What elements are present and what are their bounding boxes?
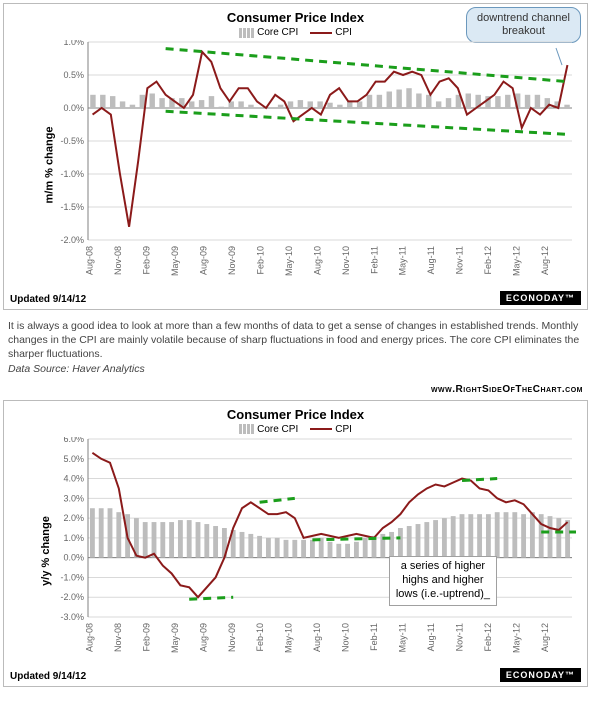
svg-text:Nov-11: Nov-11	[455, 246, 465, 274]
svg-text:Nov-10: Nov-10	[341, 246, 351, 275]
legend-core-cpi-2: Core CPI	[239, 424, 298, 435]
svg-text:0.5%: 0.5%	[63, 70, 84, 80]
caption-text: It is always a good idea to look at more…	[8, 320, 579, 360]
svg-text:Nov-08: Nov-08	[113, 246, 123, 275]
chart-1-legend: Core CPI CPI	[6, 27, 585, 38]
chart-2-footer: Updated 9/14/12 ECONODAY™	[6, 666, 585, 684]
svg-text:-1.0%: -1.0%	[60, 572, 84, 582]
caption-block: It is always a good idea to look at more…	[0, 313, 591, 382]
svg-text:May-09: May-09	[170, 246, 180, 276]
caption-source: Data Source: Haver Analytics	[8, 363, 145, 375]
svg-text:Nov-10: Nov-10	[341, 623, 351, 652]
chart-1-area: Core CPI CPI m/m % change -2.0% -1.5% -1.0…	[6, 27, 585, 289]
legend-line-icon-2	[310, 428, 332, 430]
svg-text:Aug-11: Aug-11	[426, 623, 436, 651]
callout-line-1: downtrend channel	[477, 12, 570, 24]
chart-2-container: Consumer Price Index Core CPI CPI y/y % …	[3, 400, 588, 687]
chart-1-plot: m/m % change -2.0%-1.5%-1.0%-0.5%0.0%0.5…	[56, 40, 577, 289]
svg-text:Nov-11: Nov-11	[455, 623, 465, 651]
svg-text:Feb-09: Feb-09	[142, 246, 152, 275]
chart-1-y-label: m/m % change	[44, 126, 56, 203]
svg-text:0.0%: 0.0%	[63, 552, 84, 562]
svg-text:-0.5%: -0.5%	[60, 136, 84, 146]
svg-text:May-12: May-12	[512, 246, 522, 276]
legend-bar-icon	[239, 28, 254, 38]
chart-2-updated: Updated 9/14/12	[10, 671, 86, 682]
callout2-line-2: highs and higher	[402, 574, 483, 586]
chart-1-updated: Updated 9/14/12	[10, 294, 86, 305]
chart-2-title: Consumer Price Index	[6, 403, 585, 424]
chart-2-legend: Core CPI CPI	[6, 424, 585, 435]
svg-text:Feb-12: Feb-12	[483, 623, 493, 652]
svg-text:Aug-12: Aug-12	[540, 623, 550, 652]
svg-text:2.0%: 2.0%	[63, 513, 84, 523]
svg-text:5.0%: 5.0%	[63, 453, 84, 463]
svg-text:0.0%: 0.0%	[63, 103, 84, 113]
attribution: www.RightSideOfTheChart.com	[0, 382, 591, 397]
svg-text:Aug-09: Aug-09	[198, 623, 208, 652]
svg-text:May-12: May-12	[511, 623, 521, 653]
svg-text:Feb-10: Feb-10	[255, 623, 265, 652]
svg-text:Aug-08: Aug-08	[84, 623, 94, 652]
econoday-badge-2: ECONODAY™	[500, 668, 581, 682]
svg-text:Feb-12: Feb-12	[483, 246, 493, 275]
svg-text:Aug-09: Aug-09	[198, 246, 208, 275]
svg-text:6.0%: 6.0%	[63, 437, 84, 444]
svg-text:1.0%: 1.0%	[63, 533, 84, 543]
svg-text:Nov-09: Nov-09	[227, 246, 237, 275]
svg-text:May-11: May-11	[398, 623, 408, 652]
svg-text:Feb-11: Feb-11	[369, 246, 379, 274]
svg-text:Aug-11: Aug-11	[426, 246, 436, 274]
chart-2-callout: a series of higher highs and higher lows…	[389, 556, 497, 605]
svg-text:1.0%: 1.0%	[63, 40, 84, 47]
svg-text:Aug-08: Aug-08	[85, 246, 95, 275]
legend-cpi-label-2: CPI	[335, 424, 352, 435]
svg-text:May-09: May-09	[170, 623, 180, 653]
svg-text:3.0%: 3.0%	[63, 493, 84, 503]
svg-text:Aug-12: Aug-12	[540, 246, 550, 275]
svg-text:Nov-09: Nov-09	[227, 623, 237, 652]
svg-text:-1.5%: -1.5%	[60, 202, 84, 212]
chart-1-container: downtrend channel breakout Consumer Pric…	[3, 3, 588, 310]
svg-text:Feb-11: Feb-11	[369, 623, 379, 651]
svg-text:Aug-10: Aug-10	[312, 246, 322, 275]
callout2-line-1: a series of higher	[401, 560, 485, 572]
legend-core-cpi: Core CPI	[239, 27, 298, 38]
svg-text:4.0%: 4.0%	[63, 473, 84, 483]
svg-text:Feb-09: Feb-09	[141, 623, 151, 652]
legend-bar-icon-2	[239, 424, 254, 434]
svg-text:-2.0%: -2.0%	[60, 592, 84, 602]
svg-text:Aug-10: Aug-10	[312, 623, 322, 652]
chart-2-svg: -3.0% -2.0% -1.0% 0.0% 1.0% 2.0% 3.0% 4.0% 5.0% 6…	[56, 437, 576, 661]
svg-text:-2.0%: -2.0%	[60, 235, 84, 245]
svg-text:Feb-10: Feb-10	[255, 246, 265, 275]
svg-text:May-11: May-11	[398, 246, 408, 275]
svg-text:May-10: May-10	[284, 623, 294, 653]
svg-text:-1.0%: -1.0%	[60, 169, 84, 179]
svg-text:-3.0%: -3.0%	[60, 612, 84, 622]
chart-1-footer: Updated 9/14/12 ECONODAY™	[6, 289, 585, 307]
svg-text:May-10: May-10	[284, 246, 294, 276]
chart-2-area: Core CPI CPI y/y % change -3.0% -2.0% -1.0…	[6, 424, 585, 666]
callout2-line-3: lows (i.e.-uptrend)_	[396, 588, 490, 600]
econoday-badge-1: ECONODAY™	[500, 291, 581, 305]
legend-cpi-2: CPI	[310, 424, 352, 435]
legend-line-icon	[310, 32, 332, 34]
legend-cpi: CPI	[310, 27, 352, 38]
chart-2-y-label: y/y % change	[40, 516, 52, 586]
legend-cpi-label: CPI	[335, 27, 352, 38]
chart-2-plot: y/y % change -3.0%-2.0%-1.0%0.0%1.0%2.0%…	[56, 437, 577, 666]
svg-text:Nov-08: Nov-08	[113, 623, 123, 652]
legend-core-cpi-label-2: Core CPI	[257, 424, 298, 435]
chart-1-svg: -2.0% -1.5% -1.0% -0.5% 0.0% 0.5% 1.0% Aug-08 No…	[56, 40, 576, 284]
legend-core-cpi-label: Core CPI	[257, 27, 298, 38]
